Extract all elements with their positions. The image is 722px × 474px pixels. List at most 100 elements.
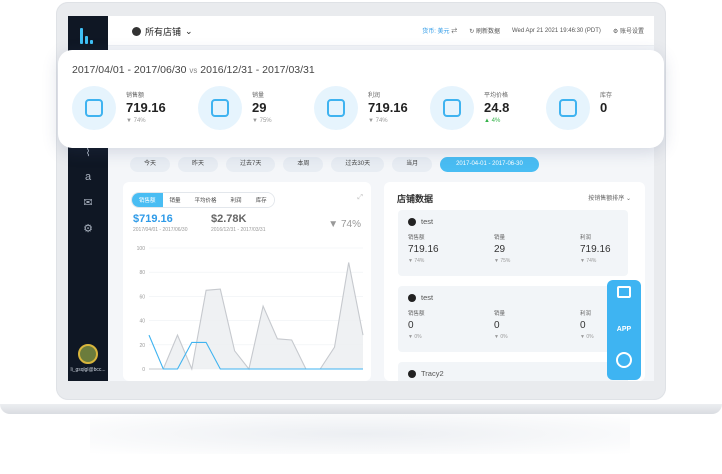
metric-tabs: 销售额 销量 平均价格 利润 库存 bbox=[131, 192, 275, 208]
range-today[interactable]: 今天 bbox=[130, 157, 171, 172]
metric-label: 利润 bbox=[368, 93, 381, 99]
store-select[interactable]: 所有店铺 ⌄ bbox=[132, 25, 193, 38]
refresh-icon: ↻ bbox=[469, 29, 475, 35]
chevron-down-icon: ⌄ bbox=[185, 26, 193, 36]
period-compare: 2016/12/31 - 2017/03/31 bbox=[200, 64, 315, 76]
series-line bbox=[149, 262, 364, 371]
currency-switch[interactable]: 货币: 美元 ⇄ bbox=[422, 26, 457, 35]
store-row[interactable]: test 销售额 719.16 ▼ 74% 销量 29 ▼ 75% 利润 719… bbox=[398, 210, 628, 276]
col-label: 销量 bbox=[494, 235, 506, 241]
change-percent: ▼ 74% bbox=[328, 219, 361, 230]
col-label: 销售额 bbox=[408, 311, 425, 317]
col-change: ▼ 74% bbox=[580, 258, 597, 264]
range-yesterday[interactable]: 昨天 bbox=[178, 157, 219, 172]
y-tick-label: 60 bbox=[139, 294, 145, 300]
store-select-label: 所有店铺 bbox=[145, 27, 182, 37]
avatar[interactable] bbox=[78, 344, 98, 364]
y-tick-label: 40 bbox=[139, 319, 145, 325]
app-logo[interactable] bbox=[80, 28, 96, 44]
laptop-shadow bbox=[90, 414, 630, 454]
app-download-button[interactable]: APP bbox=[616, 326, 632, 333]
mail-icon[interactable]: ✉ bbox=[83, 197, 93, 209]
store-name: test bbox=[408, 217, 433, 226]
store-col-volume: 销量 29 ▼ 75% bbox=[494, 233, 564, 264]
range-custom[interactable]: 2017-04-01 - 2017-06-30 bbox=[440, 157, 539, 172]
col-change: ▼ 74% bbox=[408, 258, 425, 264]
metric-label: 库存 bbox=[600, 93, 613, 99]
range-7days[interactable]: 过去7天 bbox=[226, 157, 276, 172]
store-name: Tracy2 bbox=[408, 369, 444, 378]
tab-inventory[interactable]: 库存 bbox=[248, 193, 274, 207]
col-change: ▼ 0% bbox=[408, 334, 422, 340]
settings-icon: ⚙ bbox=[612, 29, 619, 35]
account-settings-label: 账号设置 bbox=[619, 29, 644, 35]
col-value: 0 bbox=[408, 320, 414, 331]
store-row[interactable]: test 销售额 0 ▼ 0% 销量 0 ▼ 0% 利润 0 ▼ 0% bbox=[398, 286, 628, 352]
col-label: 利润 bbox=[580, 235, 592, 241]
metric-label: 销量 bbox=[252, 93, 265, 99]
previous-value: $2.78K bbox=[211, 213, 247, 225]
refresh-button[interactable]: ↻ 刷新数据 bbox=[469, 26, 500, 35]
store-col-profit: 利润 0 ▼ 0% bbox=[580, 309, 650, 340]
col-label: 销售额 bbox=[408, 235, 425, 241]
range-this-week[interactable]: 本周 bbox=[283, 157, 324, 172]
user-name: li_gsqlgl@bcc... bbox=[70, 367, 106, 373]
store-col-volume: 销量 0 ▼ 0% bbox=[494, 309, 564, 340]
col-change: ▼ 0% bbox=[494, 334, 508, 340]
col-change: ▼ 75% bbox=[494, 258, 511, 264]
metric-change: ▼ 75% bbox=[252, 118, 272, 124]
metric-label: 平均价格 bbox=[484, 93, 509, 99]
store-name-label: Tracy2 bbox=[421, 369, 444, 378]
col-label: 利润 bbox=[580, 311, 592, 317]
tab-sales[interactable]: 销售额 bbox=[132, 193, 163, 207]
tab-volume[interactable]: 销量 bbox=[162, 193, 188, 207]
expand-icon[interactable]: ⤢ bbox=[357, 194, 363, 201]
store-name-label: test bbox=[421, 293, 434, 302]
trend-chart-icon bbox=[198, 86, 242, 130]
metric-change: ▼ 74% bbox=[126, 118, 146, 124]
summary-card: 2017/04/01 - 2017/06/30 vs 2016/12/31 - … bbox=[58, 50, 664, 148]
account-settings-link[interactable]: ⚙ 账号设置 bbox=[613, 26, 644, 35]
y-tick-label: 80 bbox=[139, 270, 145, 276]
period-current: 2017/04/01 - 2017/06/30 bbox=[72, 64, 187, 76]
sort-select[interactable]: 按销售额排序 ⌄ bbox=[588, 193, 631, 202]
chat-icon[interactable] bbox=[614, 352, 634, 372]
previous-period: 2016/12/31 - 2017/03/31 bbox=[211, 227, 266, 233]
range-this-month[interactable]: 当月 bbox=[392, 157, 433, 172]
current-period: 2017/04/01 - 2017/06/30 bbox=[133, 227, 188, 233]
col-value: 719.16 bbox=[580, 244, 611, 255]
header-actions: 货币: 美元 ⇄ ↻ 刷新数据 Wed Apr 21 2021 19:46:30… bbox=[422, 26, 644, 36]
metric-value: 719.16 bbox=[368, 100, 408, 115]
gear-icon[interactable]: ⚙ bbox=[83, 223, 93, 235]
chevron-down-icon: ⌄ bbox=[625, 196, 631, 202]
store-name: test bbox=[408, 293, 433, 302]
store-icon bbox=[408, 217, 416, 226]
metric-value: 29 bbox=[252, 100, 267, 115]
price-tag-icon bbox=[430, 86, 474, 130]
store-name-label: test bbox=[421, 217, 434, 226]
range-30days[interactable]: 过去30天 bbox=[331, 157, 385, 172]
metric-change: ▲ 4% bbox=[484, 118, 501, 124]
refresh-label: 刷新数据 bbox=[475, 29, 500, 35]
metric-inventory: 库存 0 bbox=[546, 86, 656, 132]
gift-icon[interactable] bbox=[614, 286, 634, 306]
metric-avg-price: 平均价格 24.8 ▲ 4% bbox=[430, 86, 540, 132]
current-value: $719.16 bbox=[133, 213, 173, 225]
col-value: 0 bbox=[580, 320, 586, 331]
metric-change: ▼ 74% bbox=[368, 118, 388, 124]
tab-profit[interactable]: 利润 bbox=[223, 193, 249, 207]
metric-label: 销售额 bbox=[126, 93, 145, 99]
y-tick-label: 20 bbox=[139, 343, 145, 349]
metric-value: 0 bbox=[600, 100, 608, 115]
amazon-icon[interactable]: a bbox=[84, 171, 92, 183]
store-row[interactable]: Tracy2 bbox=[398, 362, 628, 381]
store-data-panel: 店铺数据 按销售额排序 ⌄ test 销售额 719.16 ▼ 74% 销量 2… bbox=[384, 182, 645, 381]
sort-label: 按销售额排序 bbox=[588, 196, 625, 202]
tab-avg-price[interactable]: 平均价格 bbox=[187, 193, 224, 207]
store-panel-title: 店铺数据 bbox=[397, 194, 434, 204]
chart-icon[interactable]: ⌇ bbox=[85, 147, 91, 159]
metric-value: 24.8 bbox=[484, 100, 510, 115]
chart-card: 销售额 销量 平均价格 利润 库存 ⤢ $719.16 2017/04/01 -… bbox=[123, 182, 371, 381]
globe-icon bbox=[132, 27, 141, 36]
